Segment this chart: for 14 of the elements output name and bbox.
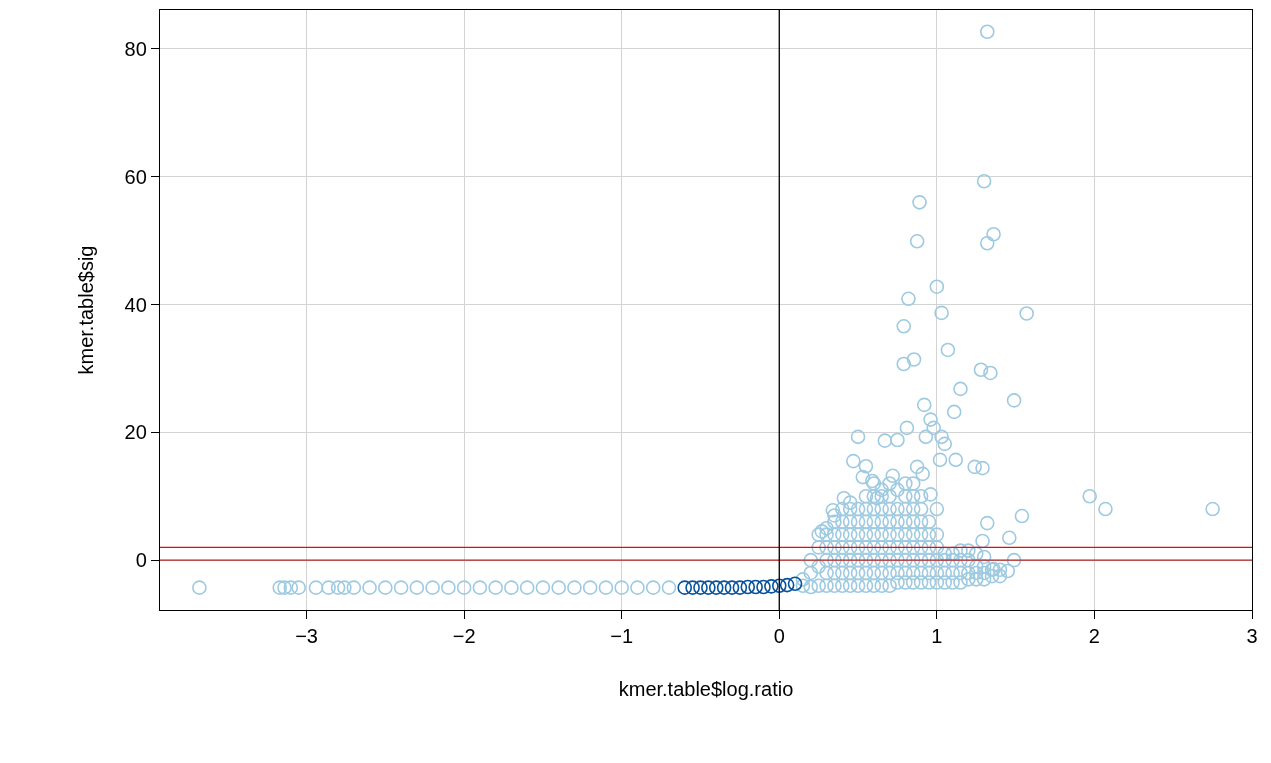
- x-tick-label: 1: [931, 625, 943, 648]
- x-tick-label: 2: [1088, 625, 1100, 648]
- y-axis-title: kmer.table$sig: [75, 245, 98, 375]
- x-tick-label: −1: [610, 625, 634, 648]
- y-tick-label: 20: [124, 421, 147, 444]
- x-tick-label: −3: [295, 625, 318, 648]
- x-tick-label: −2: [452, 625, 476, 648]
- y-tick-label: 0: [135, 549, 147, 572]
- x-axis-title: kmer.table$log.ratio: [618, 677, 794, 700]
- x-tick-label: 3: [1246, 625, 1258, 648]
- y-tick-label: 40: [124, 293, 147, 316]
- y-tick-label: 60: [124, 165, 147, 188]
- x-tick-label: 0: [773, 625, 785, 648]
- y-tick-label: 80: [124, 37, 147, 60]
